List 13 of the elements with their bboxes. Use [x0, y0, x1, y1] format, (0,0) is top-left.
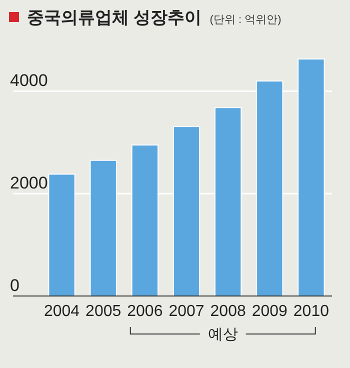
chart-title: 중국의류업체 성장추이: [27, 8, 202, 27]
y-tick-label: 2000: [10, 174, 48, 193]
text: 예상: [208, 326, 238, 343]
y-tick-label: 4000: [10, 71, 48, 90]
chart-subtitle: (단위 : 억위안): [210, 14, 282, 26]
x-tick-label: 2010: [293, 303, 330, 320]
x-tick-label: 2005: [86, 303, 122, 320]
y-tick-label: 0: [10, 276, 20, 295]
x-tick-label: 2008: [210, 303, 246, 320]
x-tick-label: 2007: [168, 303, 204, 320]
x-tick-label: 2006: [127, 303, 163, 320]
x-tick-label: 2009: [252, 303, 288, 320]
x-tick-label: 2004: [44, 303, 80, 320]
